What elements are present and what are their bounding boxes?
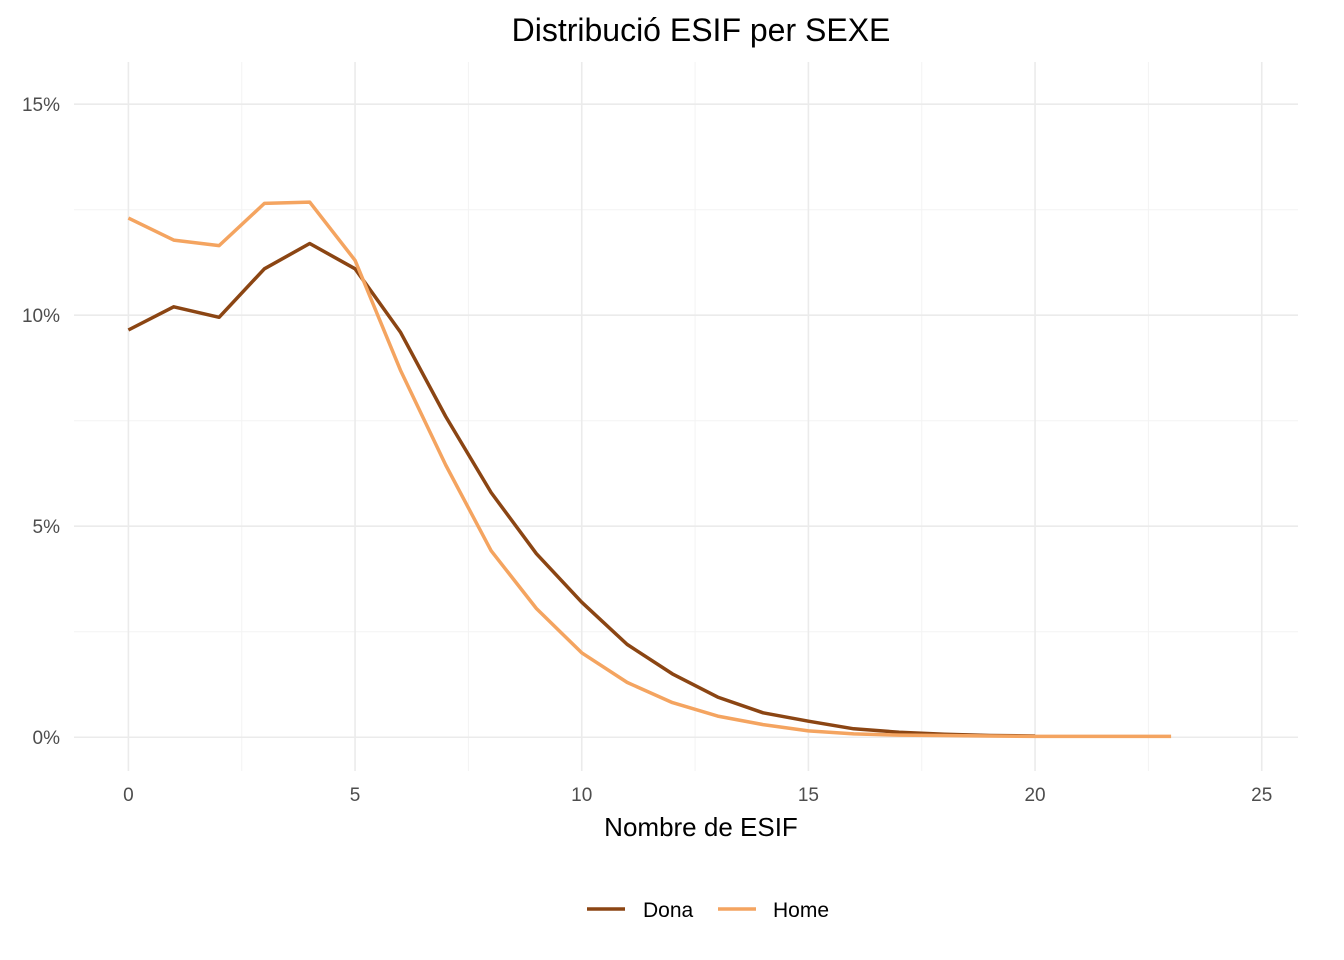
- x-tick-label: 0: [123, 785, 134, 806]
- major-gridlines: [74, 62, 1298, 771]
- y-tick-label: 0%: [33, 728, 61, 749]
- minor-gridlines: [74, 62, 1298, 771]
- y-axis-ticks: 0% 5% 10% 15%: [22, 95, 60, 749]
- chart-title: Distribució ESIF per SEXE: [512, 12, 891, 48]
- x-tick-label: 25: [1251, 785, 1272, 806]
- x-tick-label: 5: [350, 785, 361, 806]
- series-line-home: [127, 200, 1172, 739]
- legend-label-dona: Dona: [643, 899, 694, 922]
- series-lines: [127, 200, 1172, 739]
- legend: Dona Home: [587, 899, 829, 922]
- x-tick-label: 20: [1024, 785, 1045, 806]
- x-axis-title: Nombre de ESIF: [604, 812, 798, 842]
- x-tick-label: 15: [798, 785, 819, 806]
- y-tick-label: 15%: [22, 95, 60, 116]
- x-axis-ticks: 0 5 10 15 20 25: [123, 785, 1272, 806]
- legend-label-home: Home: [773, 899, 829, 922]
- series-line-dona: [127, 241, 1036, 738]
- y-tick-label: 5%: [33, 517, 61, 538]
- x-tick-label: 10: [571, 785, 592, 806]
- y-tick-label: 10%: [22, 306, 60, 327]
